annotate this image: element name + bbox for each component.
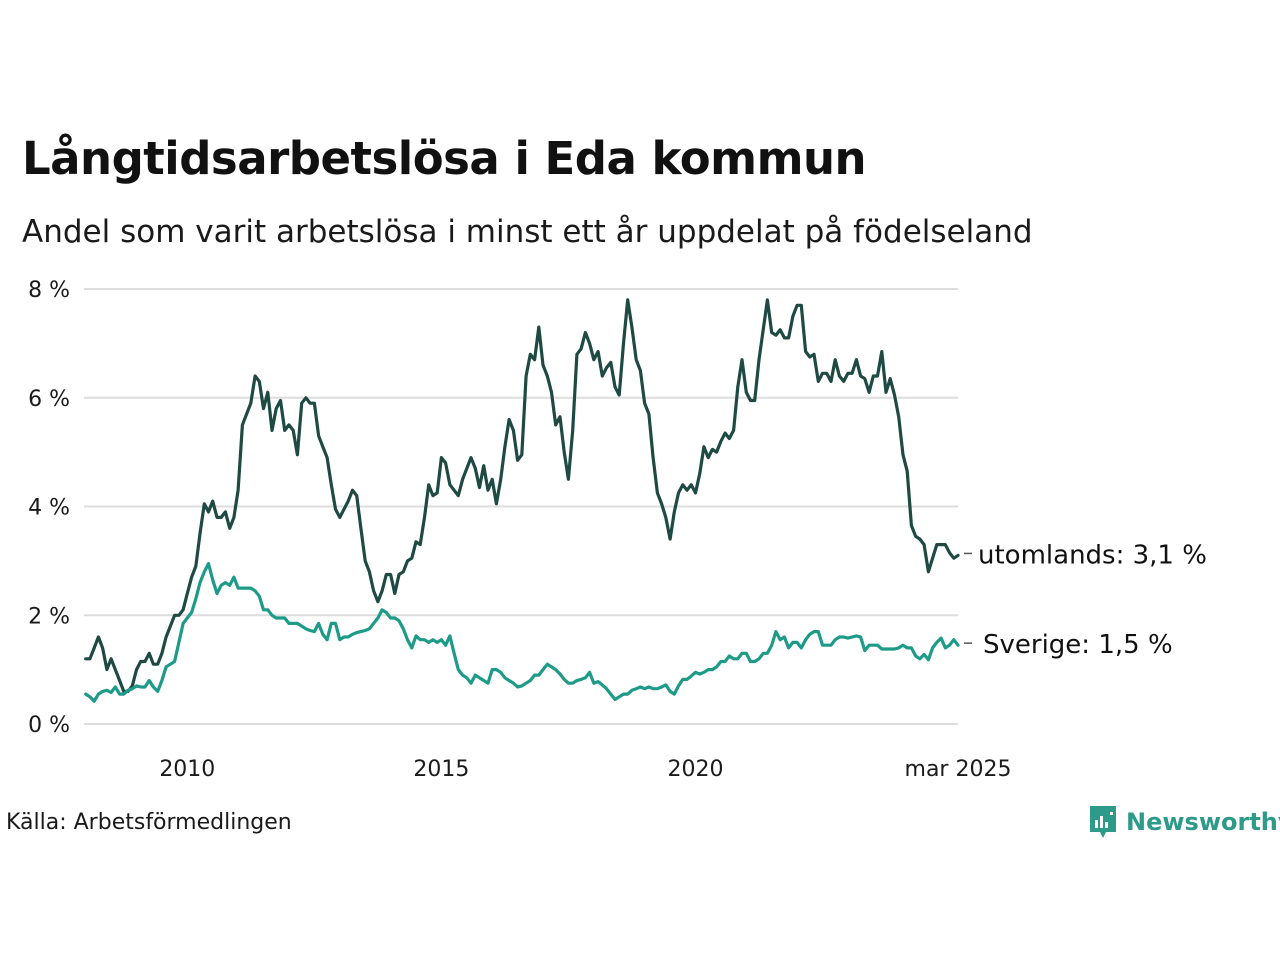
- x-tick-label: 2010: [159, 757, 215, 782]
- source-note: Källa: Arbetsförmedlingen: [6, 810, 292, 835]
- y-tick-label: 6 %: [28, 387, 70, 412]
- end-labels: utomlands: 3,1 % Sverige: 1,5 %: [964, 540, 1207, 660]
- chart-subtitle: Andel som varit arbetslösa i minst ett å…: [22, 214, 1033, 250]
- series-lines: [84, 298, 960, 703]
- y-tick-label: 8 %: [28, 278, 70, 303]
- y-tick-label: 2 %: [28, 604, 70, 629]
- series-line-utomlands: [84, 298, 960, 693]
- chart-title: Långtidsarbetslösa i Eda kommun: [22, 132, 867, 185]
- bar-chart-icon: [1090, 806, 1116, 838]
- x-tick-label: 2015: [413, 757, 469, 782]
- end-label-utomlands: utomlands: 3,1 %: [978, 540, 1207, 570]
- y-axis-ticks: 0 % 2 % 4 % 6 % 8 %: [28, 278, 70, 738]
- logo-text: Newsworthy: [1126, 808, 1280, 836]
- line-chart: 0 % 2 % 4 % 6 % 8 % 2010 2015 2020 mar 2025 uto…: [28, 278, 1207, 782]
- end-label-sverige: Sverige: 1,5 %: [983, 630, 1173, 660]
- y-tick-label: 4 %: [28, 496, 70, 521]
- y-tick-label: 0 %: [28, 713, 70, 738]
- x-tick-label: 2020: [667, 757, 723, 782]
- newsworthy-logo[interactable]: Newsworthy: [1088, 803, 1280, 841]
- x-axis-ticks: 2010 2015 2020 mar 2025: [159, 757, 1011, 782]
- gridlines: [84, 288, 958, 725]
- x-tick-label: mar 2025: [905, 757, 1012, 782]
- series-line-sverige: [84, 562, 960, 703]
